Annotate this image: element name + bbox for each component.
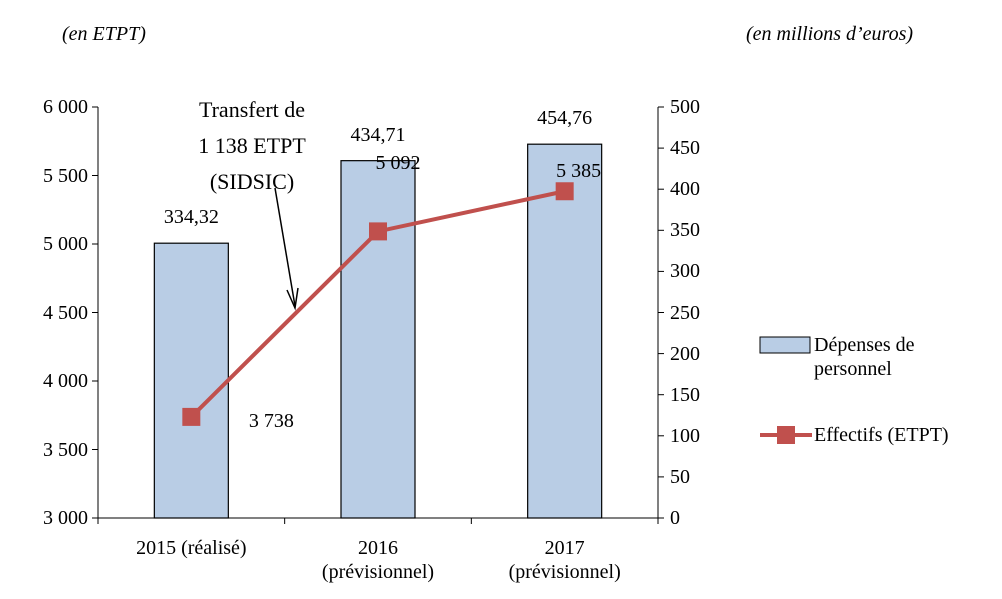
y2-tick-label: 150	[670, 383, 700, 406]
x-tick-label: 2016 (prévisionnel)	[321, 537, 435, 583]
y-tick-label: 5 500	[43, 164, 88, 187]
legend-marker	[777, 426, 795, 444]
y2-tick-label: 500	[670, 96, 700, 118]
line-marker	[555, 182, 574, 201]
legend-label: Dépenses de personnel	[814, 334, 915, 380]
y-tick-label: 3 000	[43, 507, 88, 529]
y-tick-label: 6 000	[43, 96, 88, 118]
line-marker	[182, 407, 201, 426]
x-tick-label: 2015 (réalisé)	[136, 537, 247, 559]
x-tick-label: 2017 (prévisionnel)	[508, 537, 621, 583]
bar	[153, 242, 229, 519]
annotation-arrow	[274, 187, 296, 307]
bar-value-label: 434,71	[350, 123, 406, 146]
y2-unit-label: (en millions d’euros)	[746, 23, 914, 45]
y2-tick-label: 250	[670, 301, 700, 324]
y2-tick-label: 100	[670, 424, 700, 447]
y2-tick-label: 300	[670, 260, 700, 283]
y2-tick-label: 50	[670, 465, 690, 488]
legend-swatch	[759, 336, 811, 354]
y2-tick-label: 400	[670, 178, 700, 201]
annotation: Transfert de 1 138 ETPT (SIDSIC)	[198, 97, 306, 194]
y-tick-label: 4 500	[43, 301, 88, 324]
line-value-label: 5 385	[556, 160, 602, 183]
bar-value-label: 334,32	[163, 206, 219, 229]
annotation-arrowhead	[286, 287, 299, 311]
y-tick-label: 5 000	[43, 233, 88, 255]
bar-value-label: 454,76	[537, 107, 593, 130]
y2-tick-label: 350	[670, 219, 700, 242]
bar	[527, 143, 603, 519]
y2-tick-label: 450	[670, 137, 700, 160]
y-tick-label: 4 000	[43, 370, 88, 392]
y2-tick-label: 200	[670, 342, 700, 365]
y-tick-label: 3 500	[43, 438, 88, 461]
legend-label: Effectifs (ETPT)	[814, 424, 949, 446]
line-value-label: 3 738	[248, 409, 294, 432]
y-unit-label: (en ETPT)	[62, 23, 146, 45]
bar	[340, 160, 416, 519]
line-marker	[369, 222, 387, 241]
line-value-label: 5 092	[375, 152, 421, 175]
y2-tick-label: 0	[670, 507, 680, 529]
